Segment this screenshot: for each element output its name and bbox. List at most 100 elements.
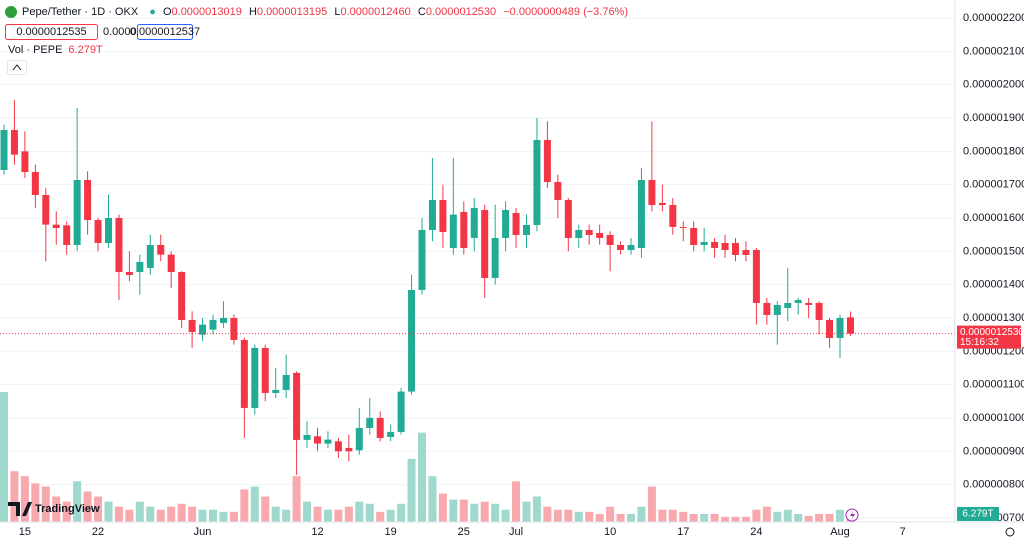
candle-body	[449, 214, 457, 248]
candle-body	[63, 225, 71, 245]
volume-bar	[794, 513, 803, 522]
buy-button[interactable]	[137, 24, 193, 40]
candle-body	[794, 299, 802, 303]
candle-body	[846, 317, 854, 334]
volume-bar	[271, 506, 280, 522]
candle-body	[637, 179, 645, 248]
x-tick-label: Jul	[509, 526, 523, 538]
sell-price[interactable]: 0.0000012535	[16, 26, 86, 38]
candle-body	[836, 317, 844, 338]
candle-body	[136, 261, 144, 272]
candle-body	[491, 237, 499, 278]
symbol: Pepe/Tether · 1D · OKX	[22, 6, 139, 18]
x-tick-label: Jun	[194, 526, 212, 538]
candle-body	[42, 194, 50, 225]
volume-bar	[616, 513, 625, 522]
symbol-icon	[5, 6, 17, 18]
candle-layer	[0, 99, 955, 475]
ohlc-label: C	[418, 6, 426, 18]
candle-body	[690, 227, 698, 245]
candle-body	[752, 249, 760, 303]
candle-body	[355, 427, 363, 451]
volume-bar	[501, 509, 510, 522]
volume-bar	[553, 509, 562, 522]
candle-body	[397, 391, 405, 432]
volume-bar	[700, 513, 709, 522]
candle-body	[387, 431, 395, 437]
x-tick-label: 12	[311, 526, 323, 538]
ohlc-value: 0.0000013019	[172, 6, 242, 18]
x-tick-label: 24	[750, 526, 762, 538]
volume-bar	[240, 489, 249, 522]
candle-body	[773, 304, 781, 315]
countdown: 15:16:32	[960, 337, 999, 348]
volume-value: 6.279T	[68, 44, 103, 56]
volume-bar	[721, 516, 730, 522]
volume-tag-value: 6.279T	[962, 509, 993, 520]
y-tick-label: 0.0000022000	[963, 12, 1024, 24]
volume-bar	[564, 509, 573, 522]
y-tick-label: 0.0000017000	[963, 179, 1024, 191]
volume-bar	[762, 506, 771, 522]
candle-body	[73, 179, 81, 245]
volume-bar	[0, 392, 8, 522]
volume-bar	[606, 506, 615, 522]
volume-tag	[957, 507, 999, 521]
volume-bar	[512, 481, 521, 522]
collapse-button[interactable]	[7, 60, 27, 75]
volume-bar	[449, 499, 458, 522]
volume-bar	[62, 501, 71, 522]
candle-body	[303, 434, 311, 440]
x-tick-label: 10	[604, 526, 616, 538]
candle-body	[512, 212, 520, 235]
candle-body	[732, 242, 739, 255]
candle-body	[199, 324, 207, 335]
volume-bar	[428, 476, 437, 522]
x-tick-label: Aug	[830, 526, 850, 538]
candle-body	[115, 217, 123, 272]
buy-price[interactable]: 0.0000012537	[130, 26, 200, 38]
volume-bar	[710, 513, 719, 522]
volume-bar	[825, 513, 834, 522]
change: −0.0000000489 (−3.76%)	[503, 6, 628, 18]
volume-bar	[731, 516, 740, 522]
candle-body	[606, 234, 614, 245]
volume-bar	[334, 509, 343, 522]
candle-body	[251, 347, 259, 408]
candle-body	[596, 232, 604, 238]
volume-bar	[783, 509, 792, 522]
header-line: Pepe/Tether · 1D · OKX ● O0.0000013019 H…	[22, 6, 628, 18]
candle-body	[564, 199, 572, 238]
x-tick-label: 17	[677, 526, 689, 538]
candle-body	[721, 242, 729, 250]
candle-body	[408, 289, 416, 392]
volume-bar	[292, 476, 301, 522]
volume-bar	[94, 496, 103, 522]
logo: TradingView	[35, 503, 100, 515]
y-tick-label: 0.0000014000	[963, 279, 1024, 291]
volume-bar	[773, 511, 782, 522]
sell-button[interactable]	[5, 24, 98, 40]
candle-body	[209, 319, 217, 330]
candle-body	[282, 374, 290, 390]
candle-body	[679, 226, 687, 228]
ohlc-label: O	[163, 6, 172, 18]
candle-body	[815, 302, 823, 320]
volume-bar	[83, 491, 92, 522]
volume-bar	[376, 511, 385, 522]
candle-body	[700, 241, 708, 245]
candle-body	[178, 271, 186, 320]
volume-bar	[135, 501, 144, 522]
volume-bar	[804, 515, 813, 522]
volume-bar	[31, 483, 40, 522]
settings-icon[interactable]	[1005, 527, 1015, 537]
candle-body	[146, 244, 154, 268]
volume-bar	[188, 506, 197, 522]
volume-bar	[52, 496, 61, 522]
status-dot: ●	[149, 6, 156, 18]
volume-bar	[209, 509, 217, 522]
volume-bar	[459, 499, 468, 522]
volume-bar	[198, 509, 207, 522]
